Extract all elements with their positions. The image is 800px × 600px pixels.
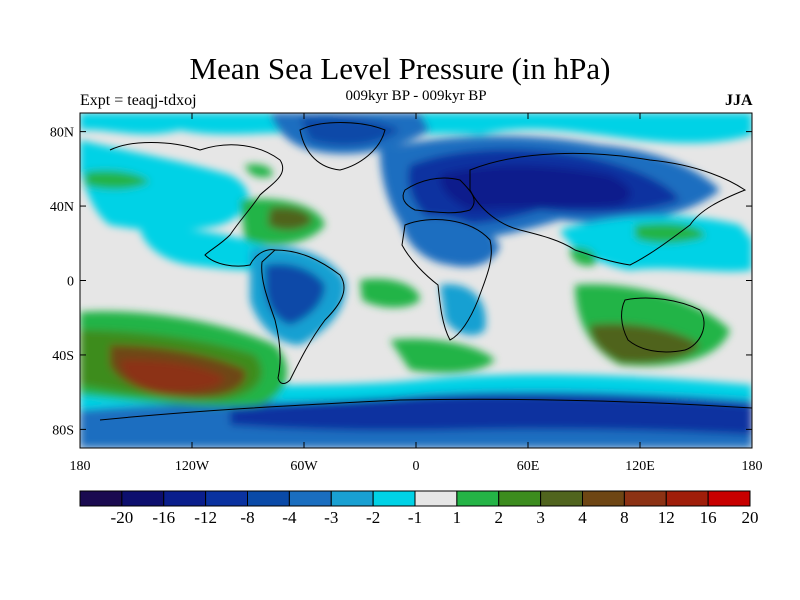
colorbar-label: -1 bbox=[408, 508, 422, 527]
colorbar-label: 20 bbox=[742, 508, 759, 527]
x-tick-label: 120E bbox=[625, 459, 655, 474]
colorbar-swatch bbox=[288, 490, 332, 507]
x-tick-label: 180 bbox=[70, 459, 91, 474]
colorbar-label: -12 bbox=[194, 508, 217, 527]
x-tick-label: 120W bbox=[175, 459, 210, 474]
asia-coast bbox=[469, 152, 747, 266]
colorbar-label: -2 bbox=[366, 508, 380, 527]
australia-coast bbox=[621, 297, 705, 353]
colorbar-label: 2 bbox=[495, 508, 504, 527]
greenland-coast bbox=[299, 122, 386, 171]
colorbar-label: 4 bbox=[578, 508, 587, 527]
season-label: JJA bbox=[725, 92, 753, 109]
chart-title: Mean Sea Level Pressure (in hPa) bbox=[189, 51, 611, 86]
southern-ocean-core bbox=[230, 395, 752, 435]
colorbar-label: -20 bbox=[111, 508, 134, 527]
colorbar-swatch bbox=[623, 490, 667, 507]
y-tick-label: 40N bbox=[50, 200, 74, 215]
colorbar-swatch bbox=[540, 490, 583, 507]
colorbar-swatch bbox=[330, 490, 374, 507]
colorbar-swatch bbox=[414, 490, 458, 507]
europe-coast bbox=[402, 177, 475, 214]
x-tick-label: 0 bbox=[413, 459, 420, 474]
greenland-low-core bbox=[300, 116, 400, 146]
y-tick-label: 0 bbox=[67, 275, 74, 290]
y-tick-label: 40S bbox=[52, 349, 74, 364]
pacific-cyan-band bbox=[560, 215, 752, 272]
experiment-label: Expt = teaqj-tdxoj bbox=[80, 92, 197, 109]
colorbar-label: 16 bbox=[700, 508, 717, 527]
colorbar-label: -16 bbox=[152, 508, 175, 527]
x-tick-label: 60E bbox=[517, 459, 540, 474]
colorbar-label: -4 bbox=[282, 508, 297, 527]
north-atlantic-high-core bbox=[268, 207, 312, 230]
north-pacific-high bbox=[85, 170, 150, 190]
x-axis: 180 120W 60W 0 60E 120E 180 bbox=[70, 113, 763, 474]
south-america-low-core bbox=[265, 263, 325, 325]
colorbar-swatch bbox=[582, 490, 625, 507]
south-atlantic-high bbox=[360, 278, 420, 308]
y-axis: 80N 40N 0 40S 80S bbox=[50, 126, 752, 438]
colorbar-label: 3 bbox=[536, 508, 545, 527]
canada-high bbox=[245, 164, 273, 178]
colorbar-swatch bbox=[498, 490, 542, 507]
y-tick-label: 80N bbox=[50, 126, 74, 141]
x-tick-label: 180 bbox=[742, 459, 763, 474]
y-tick-label: 80S bbox=[52, 423, 74, 438]
coastlines bbox=[99, 122, 752, 421]
africa-coast bbox=[401, 219, 492, 341]
west-pacific-high bbox=[635, 223, 705, 244]
colorbar-swatch bbox=[205, 490, 248, 507]
colorbar-swatch bbox=[79, 490, 123, 507]
south-africa-low bbox=[440, 284, 486, 336]
australia-high-core bbox=[590, 323, 700, 363]
colorbar-swatch bbox=[372, 490, 416, 507]
colorbar-swatch bbox=[121, 490, 165, 507]
colorbar-swatch bbox=[456, 490, 500, 507]
colorbar-label: 8 bbox=[620, 508, 629, 527]
colorbar-swatch bbox=[247, 490, 290, 507]
chart-subtitle: 009kyr BP - 009kyr BP bbox=[345, 88, 487, 104]
colorbar: -20 -16 -12 -8 -4 -3 -2 -1 1 2 3 4 8 12 16 20 bbox=[79, 490, 759, 527]
colorbar-label: 1 bbox=[453, 508, 462, 527]
x-tick-label: 60W bbox=[290, 459, 318, 474]
colorbar-swatch bbox=[163, 490, 207, 507]
colorbar-swatch bbox=[665, 490, 709, 507]
south-pacific-high-peak bbox=[120, 359, 225, 393]
antarctica-coast bbox=[99, 398, 752, 421]
pressure-field bbox=[80, 113, 752, 448]
north-pacific-cyan bbox=[80, 140, 249, 231]
south-indian-high bbox=[390, 338, 495, 373]
colorbar-swatch bbox=[707, 490, 751, 507]
north-america-coast bbox=[109, 142, 283, 267]
south-america-coast bbox=[261, 249, 345, 384]
india-high bbox=[570, 247, 597, 266]
colorbar-label: -8 bbox=[240, 508, 254, 527]
colorbar-label: -3 bbox=[324, 508, 338, 527]
eurasia-low-core bbox=[440, 165, 631, 210]
colorbar-label: 12 bbox=[658, 508, 675, 527]
